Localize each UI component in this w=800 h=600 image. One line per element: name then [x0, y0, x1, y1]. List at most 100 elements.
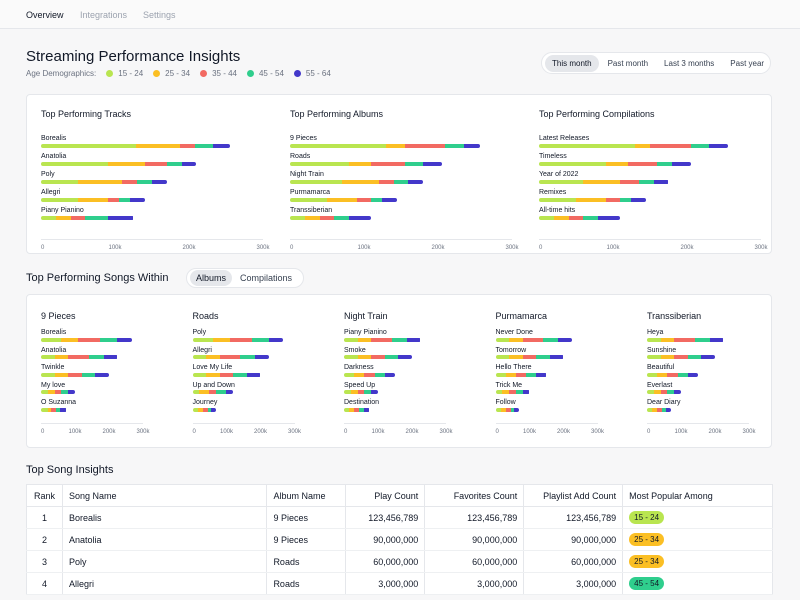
bar-segment-25-34[interactable] [509, 337, 523, 342]
bar-segment-25-34[interactable] [206, 355, 220, 359]
bar-segment-45-54[interactable] [118, 198, 130, 202]
stacked-bar-tomorrow[interactable] [495, 355, 564, 359]
bar-segment-55-64[interactable] [463, 144, 481, 148]
bar-segment-25-34[interactable] [327, 198, 357, 202]
bar-segment-35-44[interactable] [356, 198, 372, 202]
stacked-bar-beautiful[interactable] [647, 372, 698, 377]
bar-segment-25-34[interactable] [55, 216, 71, 220]
stacked-bar-up-and-down[interactable] [192, 390, 234, 394]
bar-segment-35-44[interactable] [357, 390, 365, 394]
stacked-bar-transsiberian[interactable] [290, 216, 372, 220]
bar-segment-35-44[interactable] [229, 337, 252, 342]
bar-segment-55-64[interactable] [687, 372, 698, 377]
time-range-past-year[interactable]: Past year [730, 58, 765, 68]
bar-segment-15-24[interactable] [539, 144, 636, 148]
bar-segment-35-44[interactable] [364, 372, 375, 377]
bar-segment-15-24[interactable] [290, 144, 387, 148]
bar-segment-25-34[interactable] [386, 144, 405, 148]
bar-segment-25-34[interactable] [635, 144, 650, 148]
stacked-bar-twinkle[interactable] [41, 372, 109, 377]
stacked-bar-roads[interactable] [290, 162, 442, 166]
bar-segment-25-34[interactable] [350, 390, 358, 394]
bar-segment-35-44[interactable] [122, 180, 138, 184]
bar-segment-55-64[interactable] [558, 337, 572, 342]
bar-segment-45-54[interactable] [445, 144, 464, 148]
bar-segment-15-24[interactable] [647, 337, 661, 342]
bar-segment-15-24[interactable] [41, 162, 108, 166]
bar-segment-25-34[interactable] [505, 372, 516, 377]
bar-segment-45-54[interactable] [334, 216, 350, 220]
bar-segment-15-24[interactable] [344, 372, 355, 377]
bar-segment-45-54[interactable] [194, 144, 214, 148]
bar-segment-15-24[interactable] [495, 337, 510, 342]
tab-settings[interactable]: Settings [143, 10, 176, 20]
tab-overview[interactable]: Overview [26, 10, 64, 20]
bar-segment-35-44[interactable] [404, 144, 446, 148]
bar-segment-15-24[interactable] [539, 198, 576, 202]
bar-segment-55-64[interactable] [95, 372, 109, 377]
time-range-this-month[interactable]: This month [545, 54, 599, 72]
bar-segment-25-34[interactable] [357, 355, 372, 359]
bar-segment-25-34[interactable] [54, 355, 69, 359]
stacked-bar-remixes[interactable] [539, 198, 647, 202]
stacked-bar-anatolia[interactable] [41, 162, 197, 166]
bar-segment-55-64[interactable] [423, 162, 442, 166]
bar-segment-55-64[interactable] [653, 180, 669, 184]
bar-segment-55-64[interactable] [151, 180, 167, 184]
bar-segment-55-64[interactable] [226, 390, 234, 394]
bar-segment-35-44[interactable] [68, 372, 82, 377]
bar-segment-45-54[interactable] [88, 355, 104, 359]
bar-segment-45-54[interactable] [81, 372, 96, 377]
stacked-bar-everlast[interactable] [647, 390, 681, 394]
bar-segment-55-64[interactable] [107, 216, 134, 220]
bar-segment-55-64[interactable] [268, 337, 284, 342]
bar-segment-35-44[interactable] [371, 355, 385, 359]
bar-segment-25-34[interactable] [47, 407, 52, 412]
stacked-bar-anatolia[interactable] [41, 355, 118, 359]
column-header-play-count[interactable]: Play Count [345, 484, 426, 507]
bar-segment-55-64[interactable] [398, 355, 412, 359]
stacked-bar-hello-there[interactable] [495, 372, 547, 377]
bar-segment-25-34[interactable] [576, 198, 606, 202]
bar-segment-35-44[interactable] [54, 390, 62, 394]
bar-segment-45-54[interactable] [620, 198, 632, 202]
stacked-bar-purmamarca[interactable] [290, 198, 398, 202]
bar-segment-45-54[interactable] [657, 162, 673, 166]
bar-segment-25-34[interactable] [349, 162, 372, 166]
table-row[interactable]: 1 Borealis 9 Pieces 123,456,789 123,456,… [26, 506, 773, 529]
bar-segment-15-24[interactable] [344, 337, 358, 342]
bar-segment-35-44[interactable] [568, 216, 584, 220]
bar-segment-45-54[interactable] [207, 407, 212, 412]
bar-segment-45-54[interactable] [251, 337, 269, 342]
bar-segment-15-24[interactable] [344, 390, 351, 394]
bar-segment-55-64[interactable] [129, 198, 145, 202]
bar-segment-45-54[interactable] [667, 390, 675, 394]
bar-segment-15-24[interactable] [192, 407, 198, 412]
bar-segment-45-54[interactable] [694, 337, 710, 342]
bar-segment-15-24[interactable] [290, 198, 327, 202]
bar-segment-45-54[interactable] [85, 216, 108, 220]
bar-segment-15-24[interactable] [539, 216, 554, 220]
bar-segment-25-34[interactable] [199, 390, 210, 394]
bar-segment-35-44[interactable] [68, 355, 89, 359]
bar-segment-25-34[interactable] [660, 337, 675, 342]
bar-segment-25-34[interactable] [341, 180, 379, 184]
bar-segment-55-64[interactable] [103, 355, 118, 359]
bar-segment-15-24[interactable] [41, 216, 56, 220]
bar-segment-15-24[interactable] [290, 180, 342, 184]
bar-segment-55-64[interactable] [246, 372, 261, 377]
bar-segment-35-44[interactable] [378, 180, 394, 184]
bar-segment-25-34[interactable] [107, 162, 145, 166]
bar-segment-45-54[interactable] [216, 390, 227, 394]
bar-segment-15-24[interactable] [192, 372, 207, 377]
bar-segment-15-24[interactable] [41, 180, 78, 184]
bar-segment-25-34[interactable] [553, 216, 569, 220]
stacked-bar-destination[interactable] [344, 407, 370, 412]
table-row[interactable]: 3 Poly Roads 60,000,000 60,000,000 60,00… [26, 550, 773, 573]
bar-segment-25-34[interactable] [349, 407, 355, 412]
bar-segment-55-64[interactable] [549, 355, 564, 359]
bar-segment-45-54[interactable] [543, 337, 559, 342]
bar-segment-15-24[interactable] [41, 407, 48, 412]
bar-segment-15-24[interactable] [41, 198, 78, 202]
bar-segment-45-54[interactable] [662, 407, 666, 412]
